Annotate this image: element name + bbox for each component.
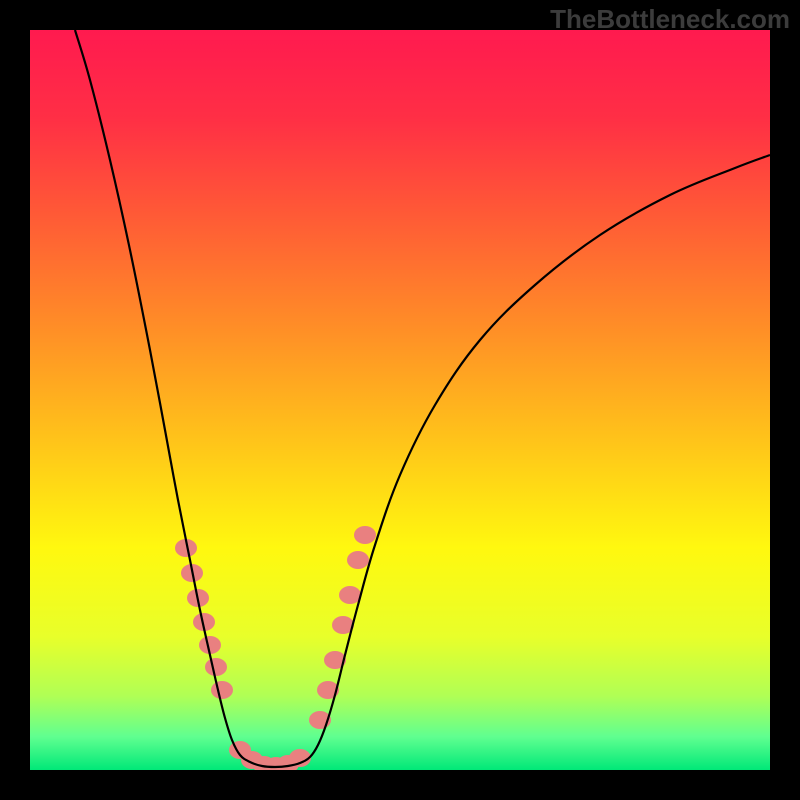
scatter-dot (205, 658, 227, 676)
scatter-dot (347, 551, 369, 569)
frame-left (0, 0, 30, 800)
bottleneck-chart (0, 0, 800, 800)
watermark-text: TheBottleneck.com (550, 4, 790, 35)
gradient-background (30, 30, 770, 770)
frame-bottom (0, 770, 800, 800)
scatter-dot (211, 681, 233, 699)
frame-right (770, 0, 800, 800)
scatter-dot (354, 526, 376, 544)
scatter-dot (339, 586, 361, 604)
